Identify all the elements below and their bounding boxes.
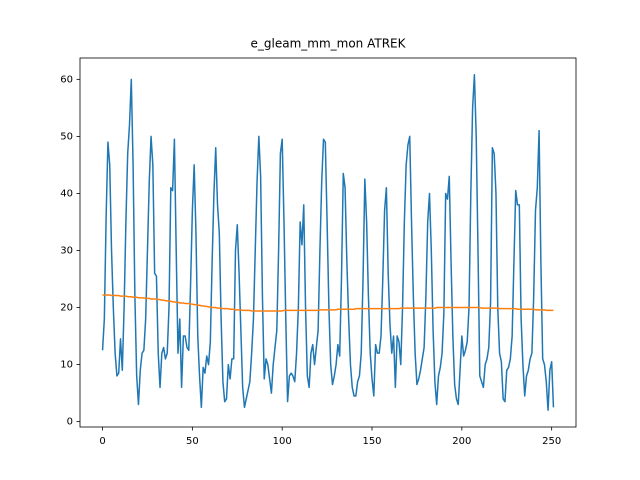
data-line — [102, 294, 554, 312]
y-tick-label: 30 — [60, 245, 73, 256]
x-tick-label: 200 — [452, 436, 471, 447]
x-tick-label: 150 — [362, 436, 381, 447]
y-tick-label: 40 — [60, 188, 73, 199]
chart-title: e_gleam_mm_mon ATREK — [251, 37, 407, 51]
x-tick-label: 250 — [542, 436, 561, 447]
x-tick-label: 50 — [186, 436, 199, 447]
x-tick-label: 100 — [273, 436, 292, 447]
y-tick-label: 60 — [60, 74, 73, 85]
plot-frame — [79, 57, 577, 428]
y-tick-label: 10 — [60, 360, 73, 371]
x-tick-label: 0 — [99, 436, 105, 447]
y-tick-label: 0 — [67, 417, 73, 428]
y-tick-label: 50 — [60, 131, 73, 142]
data-line — [101, 74, 555, 411]
y-tick-label: 20 — [60, 303, 73, 314]
